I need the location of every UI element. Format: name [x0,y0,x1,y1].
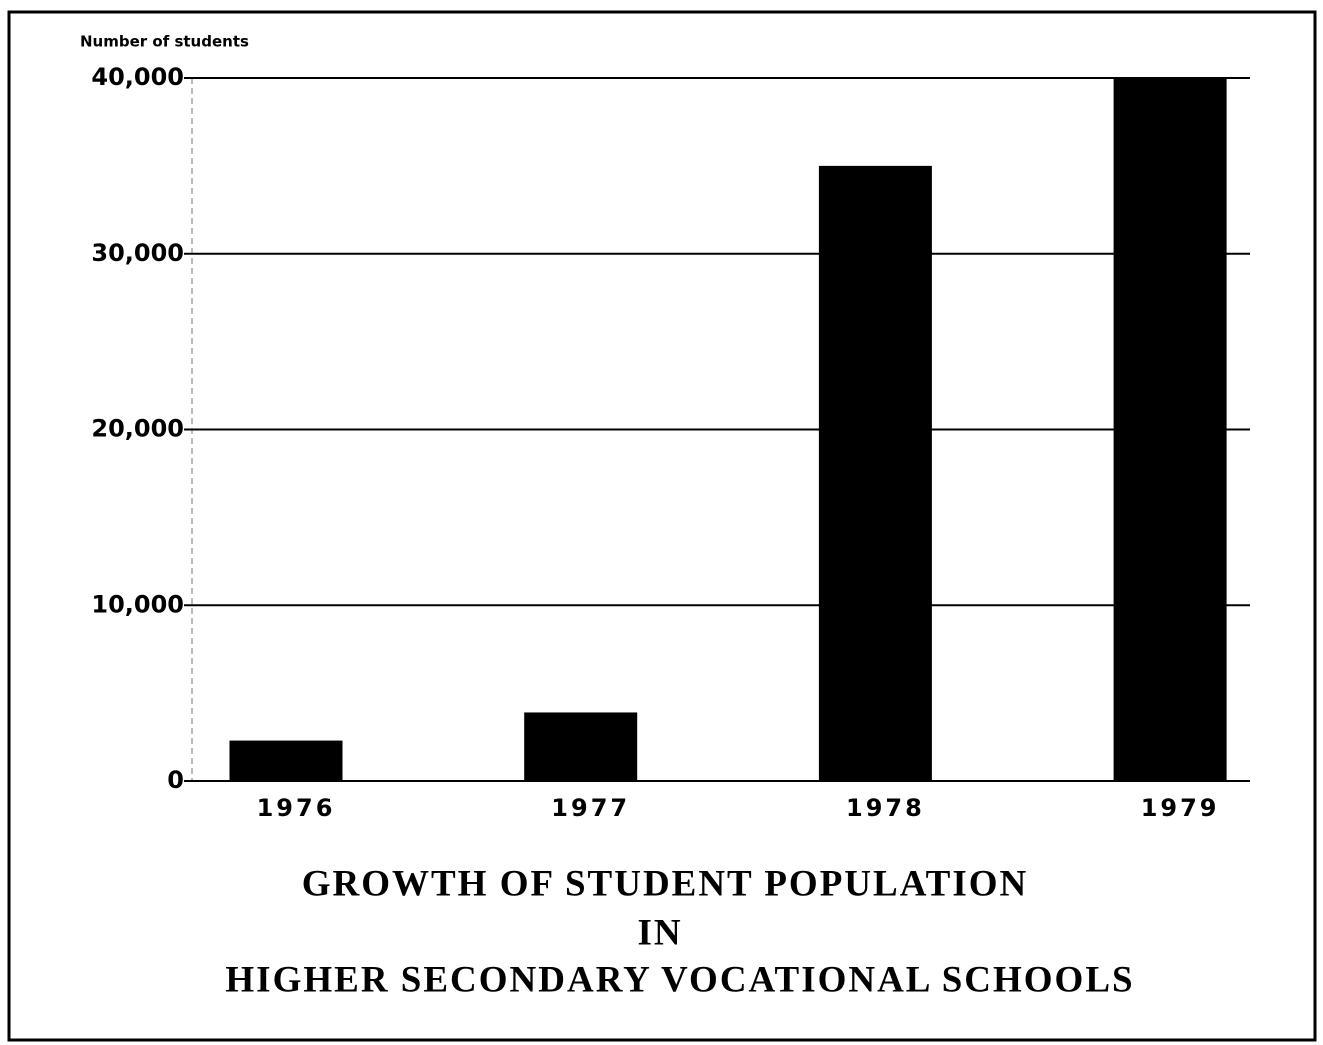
y-tick-label: 20,000 [91,415,184,443]
x-tick-label: 1979 [1141,794,1220,822]
x-tick-label: 1976 [257,794,336,822]
bar [818,165,932,781]
x-tick-label: 1977 [551,794,630,822]
chart-title: IN [637,912,682,953]
y-tick-label: 10,000 [91,590,184,618]
frame [7,10,1317,1042]
y-tick-label: 30,000 [91,239,184,267]
bar [229,740,343,781]
bar [1113,78,1227,781]
y-axis-label: Number of students [80,33,249,51]
chart-title: GROWTH OF STUDENT POPULATION [302,863,1029,904]
y-tick-label: 0 [167,766,184,794]
x-tick-label: 1978 [846,794,925,822]
bar [524,712,638,781]
y-tick-label: 40,000 [91,63,184,91]
chart-title: HIGHER SECONDARY VOCATIONAL SCHOOLS [225,959,1134,1000]
